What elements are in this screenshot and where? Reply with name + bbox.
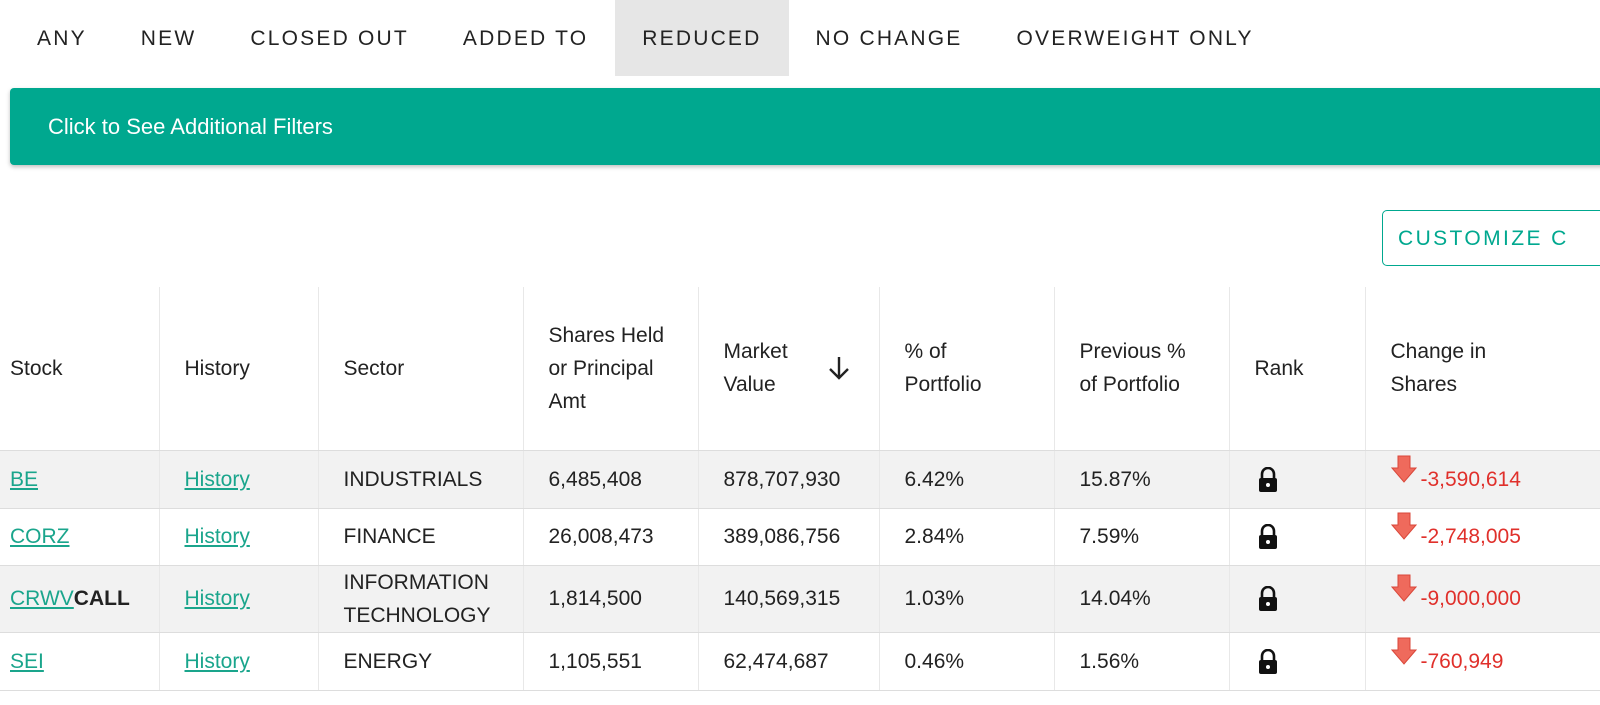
stock-link[interactable]: CORZ xyxy=(10,525,70,548)
stock-cell: SEI xyxy=(0,632,159,691)
column-header[interactable]: Shares Held or Principal Amt xyxy=(522,287,698,451)
column-header[interactable]: Previous % of Portfolio xyxy=(1053,287,1229,451)
column-header[interactable]: Sector xyxy=(317,287,523,451)
pct-cell: 2.84% xyxy=(878,508,1054,566)
table-row: SEI History ENERGY 1,105,551 62,474,687 0.46%… xyxy=(0,632,1600,691)
filter-tab[interactable]: NEW xyxy=(140,27,197,50)
history-cell: History xyxy=(158,508,318,566)
sector-cell: FINANCE xyxy=(317,508,523,566)
decrease-arrow-icon xyxy=(1390,455,1417,483)
change-value: -2,748,005 xyxy=(1390,512,1521,553)
sort-arrow-icon[interactable] xyxy=(826,354,852,382)
filter-tabs: ANY NEW CLOSED OUT ADDED TO REDUCED NO CHANGE… xyxy=(10,0,1281,76)
header-text: Rank xyxy=(1254,357,1304,381)
shares-cell: 1,814,500 xyxy=(522,565,698,633)
header-text: Change in Shares xyxy=(1390,340,1487,397)
rank-cell xyxy=(1228,450,1365,509)
stock-link[interactable]: SEI xyxy=(10,649,44,673)
change-cell: -3,590,614 xyxy=(1364,450,1600,509)
history-link[interactable]: History xyxy=(184,525,250,548)
sector-cell: ENERGY xyxy=(317,632,523,691)
change-text: -760,949 xyxy=(1420,649,1504,673)
header-text: Market Value xyxy=(723,340,788,397)
pct-cell: 6.42% xyxy=(878,450,1054,509)
header-text: Previous % of Portfolio xyxy=(1079,340,1186,397)
header-text: Stock xyxy=(10,357,63,381)
filter-tab[interactable]: ANY xyxy=(37,27,87,50)
column-header[interactable]: % of Portfolio xyxy=(878,287,1054,451)
decrease-arrow-icon xyxy=(1390,574,1417,602)
table-row: BE History INDUSTRIALS 6,485,408 878,707,930… xyxy=(0,450,1600,509)
lock-icon xyxy=(1258,466,1277,492)
filter-tab[interactable]: ADDED TO xyxy=(462,27,589,50)
change-cell: -9,000,000 xyxy=(1364,565,1600,633)
stock-link[interactable]: CRWV xyxy=(10,587,74,610)
stock-cell: CORZ xyxy=(0,508,159,566)
change-cell: -2,748,005 xyxy=(1364,508,1600,566)
shares-cell: 1,105,551 xyxy=(522,632,698,691)
change-cell: -760,949 xyxy=(1364,632,1600,691)
prev-pct-cell: 14.04% xyxy=(1053,565,1229,633)
decrease-arrow-icon xyxy=(1390,512,1417,540)
lock-icon xyxy=(1258,524,1277,550)
rank-cell xyxy=(1228,565,1365,633)
history-cell: History xyxy=(158,450,318,509)
lock-icon xyxy=(1258,586,1277,612)
column-header[interactable]: Change in Shares xyxy=(1364,287,1600,451)
market-value-cell: 140,569,315 xyxy=(697,565,879,633)
market-value-cell: 62,474,687 xyxy=(697,632,879,691)
holdings-table: Stock History Sector Shares Held or Princip… xyxy=(0,287,1600,691)
lock-icon xyxy=(1258,648,1277,674)
header-text: Shares Held or Principal Amt xyxy=(548,323,665,413)
sector-cell: INFORMATION TECHNOLOGY xyxy=(317,565,523,633)
history-link[interactable]: History xyxy=(184,649,250,673)
sector-cell: INDUSTRIALS xyxy=(317,450,523,509)
prev-pct-cell: 7.59% xyxy=(1053,508,1229,566)
history-link[interactable]: History xyxy=(184,587,250,610)
stock-suffix: CALL xyxy=(73,587,130,610)
filters-banner[interactable]: Click to See Additional Filters xyxy=(10,88,1600,165)
change-text: -9,000,000 xyxy=(1420,587,1521,610)
change-value: -760,949 xyxy=(1390,637,1504,678)
history-cell: History xyxy=(158,565,318,633)
history-link[interactable]: History xyxy=(184,467,250,491)
change-text: -2,748,005 xyxy=(1420,525,1521,548)
change-text: -3,590,614 xyxy=(1420,467,1521,491)
table-row: CORZ History FINANCE 26,008,473 389,086,756 2… xyxy=(0,508,1600,566)
change-value: -9,000,000 xyxy=(1390,574,1521,615)
stock-cell: BE xyxy=(0,450,159,509)
column-header[interactable]: Rank xyxy=(1228,287,1365,451)
column-header[interactable]: History xyxy=(158,287,318,451)
column-header[interactable]: Market Value xyxy=(697,287,879,451)
header-text: Sector xyxy=(343,357,405,381)
shares-cell: 6,485,408 xyxy=(522,450,698,509)
history-cell: History xyxy=(158,632,318,691)
filter-tab[interactable]: CLOSED OUT xyxy=(250,27,409,50)
decrease-arrow-icon xyxy=(1390,637,1417,665)
pct-cell: 1.03% xyxy=(878,565,1054,633)
filter-tab[interactable]: NO CHANGE xyxy=(815,27,963,50)
change-value: -3,590,614 xyxy=(1390,455,1521,496)
customize-button[interactable]: CUSTOMIZE C xyxy=(1382,210,1600,266)
prev-pct-cell: 15.87% xyxy=(1053,450,1229,509)
stock-cell: CRWVCALL xyxy=(0,565,159,633)
prev-pct-cell: 1.56% xyxy=(1053,632,1229,691)
rank-cell xyxy=(1228,508,1365,566)
header-text: % of Portfolio xyxy=(904,340,982,397)
filter-tab[interactable]: REDUCED xyxy=(615,0,789,76)
rank-cell xyxy=(1228,632,1365,691)
stock-link[interactable]: BE xyxy=(10,467,39,491)
shares-cell: 26,008,473 xyxy=(522,508,698,566)
pct-cell: 0.46% xyxy=(878,632,1054,691)
market-value-cell: 389,086,756 xyxy=(697,508,879,566)
table-row: CRWVCALL History INFORMATION TECHNOLOGY 1,8… xyxy=(0,565,1600,633)
filter-tab[interactable]: OVERWEIGHT ONLY xyxy=(1016,27,1254,50)
column-header[interactable]: Stock xyxy=(0,287,159,451)
header-text: History xyxy=(184,357,250,381)
market-value-cell: 878,707,930 xyxy=(697,450,879,509)
